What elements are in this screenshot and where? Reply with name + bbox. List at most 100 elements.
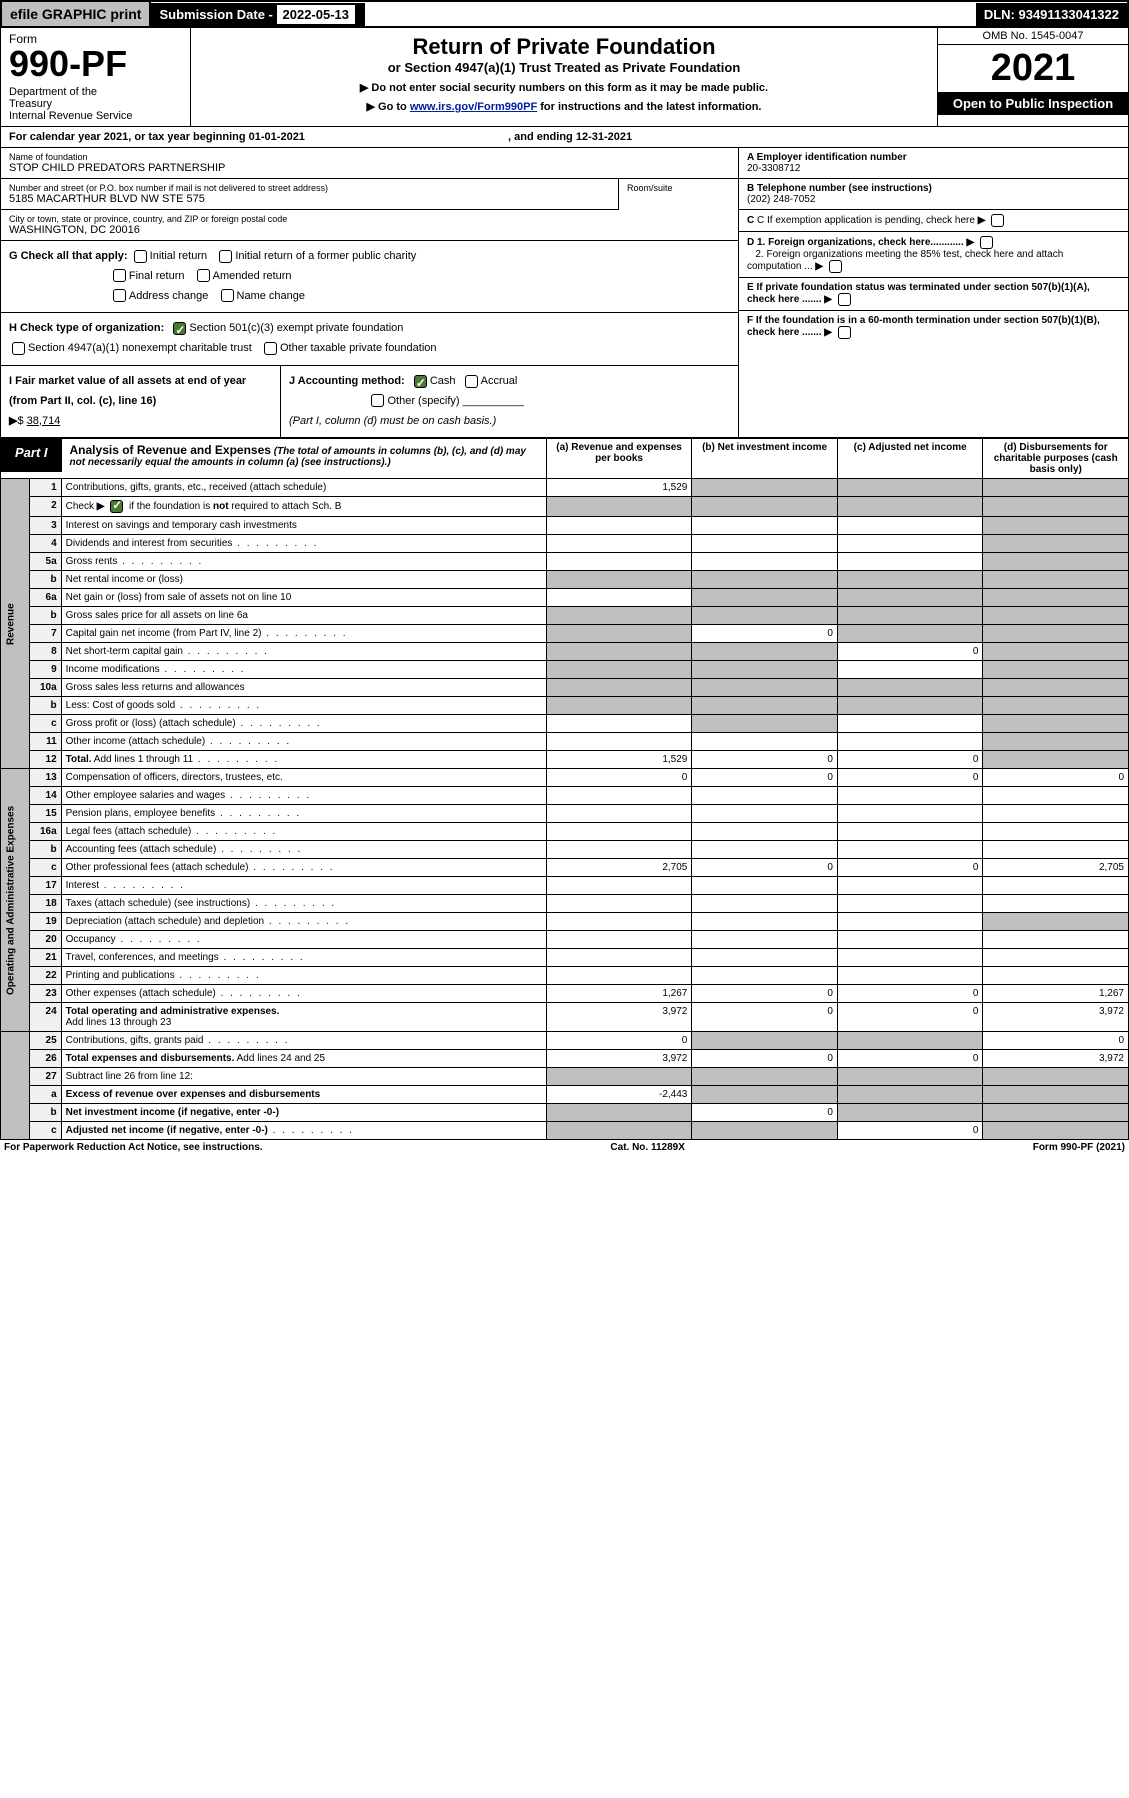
form-header: Form 990-PF Department of theTreasuryInt… [0,28,1129,127]
table-row: 21Travel, conferences, and meetings [1,949,1129,967]
table-row: Revenue 1Contributions, gifts, grants, e… [1,479,1129,497]
table-row: bAccounting fees (attach schedule) [1,841,1129,859]
omb-number: OMB No. 1545-0047 [938,28,1128,45]
chk-addr-change[interactable] [113,289,126,302]
table-row: bLess: Cost of goods sold [1,697,1129,715]
col-c-header: (c) Adjusted net income [837,439,983,479]
table-row: cAdjusted net income (if negative, enter… [1,1122,1129,1140]
part1-title: Analysis of Revenue and Expenses (The to… [62,439,546,472]
chk-d2[interactable] [829,260,842,273]
efile-print-button[interactable]: efile GRAPHIC print [2,2,151,26]
section-c: C C If exemption application is pending,… [739,210,1128,232]
col-d-header: (d) Disbursements for charitable purpose… [983,439,1129,479]
table-row: 16aLegal fees (attach schedule) [1,823,1129,841]
chk-name-change[interactable] [221,289,234,302]
dln: DLN: 93491133041322 [976,3,1127,26]
goto-note: ▶ Go to www.irs.gov/Form990PF for instru… [197,100,931,113]
form-ref: Form 990-PF (2021) [1033,1142,1125,1153]
table-row: 8Net short-term capital gain0 [1,643,1129,661]
table-row: Operating and Administrative Expenses 13… [1,769,1129,787]
chk-f[interactable] [838,326,851,339]
table-row: 19Depreciation (attach schedule) and dep… [1,913,1129,931]
table-row: 6aNet gain or (loss) from sale of assets… [1,589,1129,607]
submission-date-label: Submission Date - 2022-05-13 [151,3,365,26]
chk-final-return[interactable] [113,269,126,282]
chk-other-method[interactable] [371,394,384,407]
chk-4947[interactable] [12,342,25,355]
section-g: G Check all that apply: Initial return I… [1,241,738,312]
ein-value: 20-3308712 [747,163,800,174]
fmv-value: 38,714 [27,415,61,427]
section-j: J Accounting method: Cash Accrual Other … [281,366,738,437]
table-row: 26Total expenses and disbursements. Add … [1,1050,1129,1068]
table-row: 18Taxes (attach schedule) (see instructi… [1,895,1129,913]
table-row: 10aGross sales less returns and allowanc… [1,679,1129,697]
section-i: I Fair market value of all assets at end… [1,366,281,437]
table-row: 4Dividends and interest from securities [1,535,1129,553]
info-grid: Name of foundation STOP CHILD PREDATORS … [0,148,1129,438]
form-number: 990-PF [9,46,182,82]
table-row: cGross profit or (loss) (attach schedule… [1,715,1129,733]
table-row: cOther professional fees (attach schedul… [1,859,1129,877]
chk-e[interactable] [838,293,851,306]
phone-label: B Telephone number (see instructions) [747,183,932,194]
table-row: 27Subtract line 26 from line 12: [1,1068,1129,1086]
table-row: 12Total. Add lines 1 through 111,52900 [1,751,1129,769]
ssn-note: ▶ Do not enter social security numbers o… [197,81,931,94]
phone-value: (202) 248-7052 [747,194,815,205]
irs-link[interactable]: www.irs.gov/Form990PF [410,101,537,113]
paperwork-notice: For Paperwork Reduction Act Notice, see … [4,1142,263,1153]
address: 5185 MACARTHUR BLVD NW STE 575 [9,193,610,205]
ein-label: A Employer identification number [747,152,907,163]
addr-label: Number and street (or P.O. box number if… [9,183,610,193]
room-label: Room/suite [627,183,730,193]
city-state-zip: WASHINGTON, DC 20016 [9,224,730,236]
col-b-header: (b) Net investment income [692,439,838,479]
chk-initial-former[interactable] [219,250,232,263]
table-row: 17Interest [1,877,1129,895]
revenue-section-label: Revenue [1,479,30,769]
city-label: City or town, state or province, country… [9,214,730,224]
table-row: 23Other expenses (attach schedule)1,2670… [1,985,1129,1003]
table-row: 22Printing and publications [1,967,1129,985]
section-h: H Check type of organization: Section 50… [1,312,738,365]
table-row: 2Check ▶ if the foundation is not requir… [1,497,1129,517]
footer: For Paperwork Reduction Act Notice, see … [0,1140,1129,1155]
table-row: 11Other income (attach schedule) [1,733,1129,751]
table-row: aExcess of revenue over expenses and dis… [1,1086,1129,1104]
chk-sch-b[interactable] [110,500,123,513]
tax-year: 2021 [938,45,1128,92]
table-row: 9Income modifications [1,661,1129,679]
chk-accrual[interactable] [465,375,478,388]
table-row: 24Total operating and administrative exp… [1,1003,1129,1032]
chk-d1[interactable] [980,236,993,249]
section-f: F If the foundation is in a 60-month ter… [739,311,1128,343]
form-subtitle: or Section 4947(a)(1) Trust Treated as P… [197,60,931,75]
table-row: 14Other employee salaries and wages [1,787,1129,805]
table-row: 25Contributions, gifts, grants paid00 [1,1032,1129,1050]
part1-tag: Part I [1,439,62,472]
table-row: bNet rental income or (loss) [1,571,1129,589]
chk-c[interactable] [991,214,1004,227]
table-row: 3Interest on savings and temporary cash … [1,517,1129,535]
chk-cash[interactable] [414,375,427,388]
foundation-name: STOP CHILD PREDATORS PARTNERSHIP [9,162,730,174]
form-title: Return of Private Foundation [197,34,931,60]
table-row: 5aGross rents [1,553,1129,571]
cat-no: Cat. No. 11289X [610,1142,684,1153]
expenses-section-label: Operating and Administrative Expenses [1,769,30,1032]
section-e: E If private foundation status was termi… [739,278,1128,311]
chk-501c3[interactable] [173,322,186,335]
calendar-year-row: For calendar year 2021, or tax year begi… [0,127,1129,148]
col-a-header: (a) Revenue and expenses per books [546,439,692,479]
table-row: 15Pension plans, employee benefits [1,805,1129,823]
section-d: D 1. Foreign organizations, check here..… [739,232,1128,278]
table-row: bGross sales price for all assets on lin… [1,607,1129,625]
name-label: Name of foundation [9,152,730,162]
table-row: 7Capital gain net income (from Part IV, … [1,625,1129,643]
chk-other-taxable[interactable] [264,342,277,355]
chk-initial-return[interactable] [134,250,147,263]
top-bar: efile GRAPHIC print Submission Date - 20… [0,0,1129,28]
chk-amended[interactable] [197,269,210,282]
part1-table: Part I Analysis of Revenue and Expenses … [0,438,1129,1140]
